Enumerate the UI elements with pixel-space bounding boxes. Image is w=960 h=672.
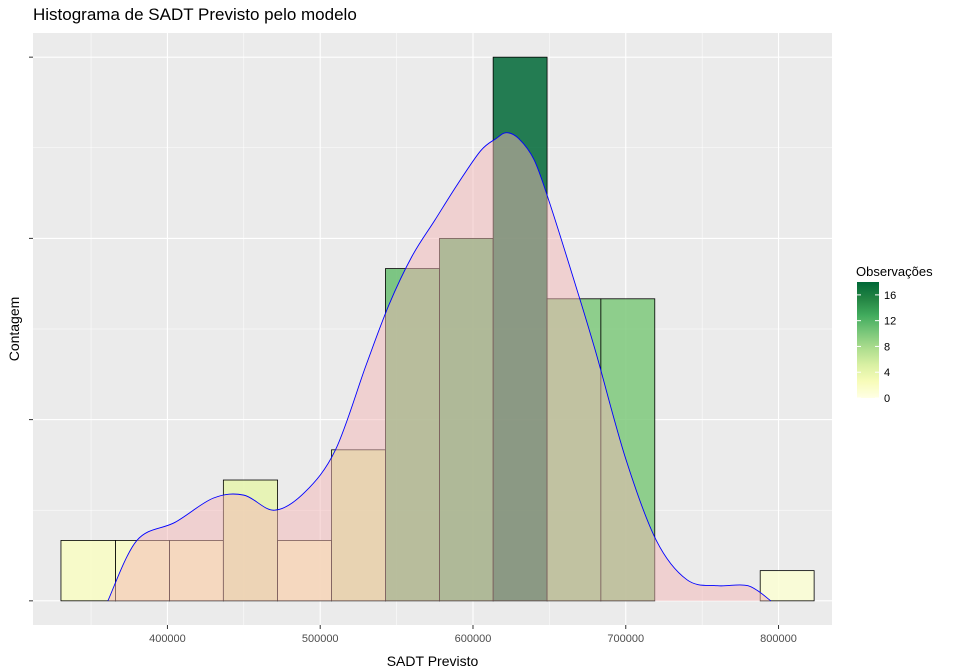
y-axis-title: Contagem	[6, 297, 22, 362]
legend-title: Observações	[856, 264, 933, 279]
x-axis-title: SADT Previsto	[387, 653, 479, 669]
legend-label: 0	[884, 393, 890, 405]
x-tick-label: 500000	[302, 633, 339, 645]
legend-label: 4	[884, 367, 890, 379]
density-curve	[107, 132, 772, 602]
chart-title: Histograma de SADT Previsto pelo modelo	[33, 5, 357, 24]
histogram-bar	[60, 540, 116, 602]
legend-label: 12	[884, 316, 896, 328]
legend-label: 8	[884, 341, 890, 353]
histogram-bar	[759, 570, 815, 602]
axes: 400000 500000 600000 700000 800000	[29, 56, 797, 645]
x-tick-label: 600000	[455, 633, 492, 645]
x-tick-label: 400000	[149, 633, 186, 645]
legend-label: 16	[884, 290, 896, 302]
x-tick-label: 800000	[760, 633, 797, 645]
x-tick-label: 700000	[607, 633, 644, 645]
density-area	[107, 132, 771, 601]
density-line	[107, 132, 772, 602]
legend-colorbar	[857, 282, 879, 398]
legend: Observações 16 12 8 4 0	[856, 264, 933, 405]
